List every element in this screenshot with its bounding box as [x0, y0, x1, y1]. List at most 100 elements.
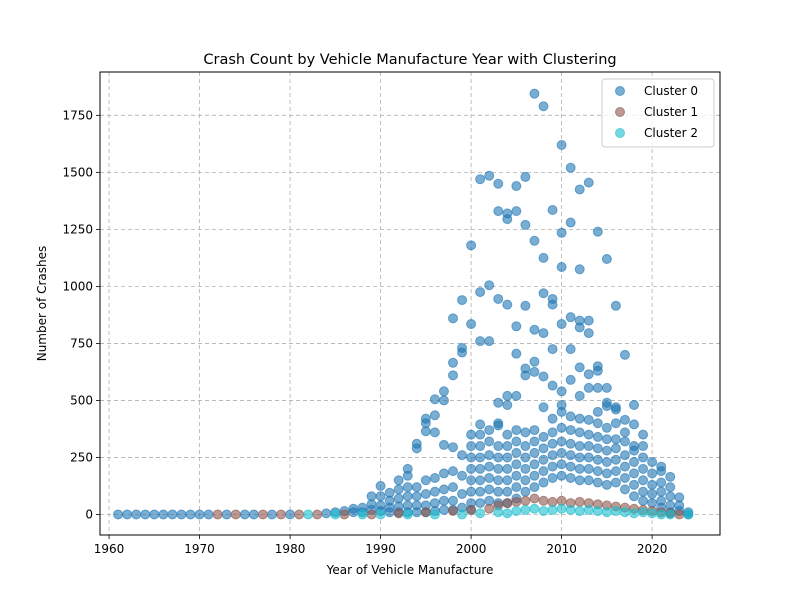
data-point	[592, 477, 603, 488]
data-point	[502, 475, 513, 486]
data-point	[574, 496, 585, 507]
data-point	[583, 177, 594, 188]
data-point	[447, 370, 458, 381]
data-point	[429, 509, 440, 520]
data-point	[538, 495, 549, 506]
data-point	[629, 445, 640, 456]
data-point	[556, 262, 567, 273]
data-point	[529, 425, 540, 436]
data-point	[556, 447, 567, 458]
data-point	[556, 422, 567, 433]
data-point	[484, 461, 495, 472]
chart-title: Crash Count by Vehicle Manufacture Year …	[203, 52, 616, 68]
data-point	[638, 429, 649, 440]
x-tick-label: 1990	[365, 542, 396, 556]
data-point	[574, 506, 585, 517]
data-point	[511, 506, 522, 517]
data-point	[683, 509, 694, 520]
data-point	[610, 418, 621, 429]
data-point	[601, 401, 612, 412]
data-point	[583, 315, 594, 326]
data-point	[429, 486, 440, 497]
data-point	[547, 344, 558, 355]
data-point	[375, 491, 386, 502]
data-point	[475, 441, 486, 452]
y-axis-label: Number of Crashes	[35, 246, 49, 362]
data-point	[574, 463, 585, 474]
data-point	[411, 482, 422, 493]
data-point	[447, 313, 458, 324]
data-point	[475, 429, 486, 440]
data-point	[520, 463, 531, 474]
data-point	[457, 470, 468, 481]
data-point	[647, 479, 658, 490]
data-point	[502, 441, 513, 452]
data-point	[565, 217, 576, 228]
data-point	[457, 347, 468, 358]
data-point	[484, 503, 495, 514]
data-point	[647, 508, 658, 519]
data-point	[466, 486, 477, 497]
data-point	[601, 445, 612, 456]
data-point	[457, 450, 468, 461]
data-point	[149, 509, 160, 520]
data-point	[629, 508, 640, 519]
data-point	[610, 477, 621, 488]
data-point	[565, 450, 576, 461]
legend-marker	[615, 128, 625, 138]
data-point	[629, 399, 640, 410]
data-point	[502, 214, 513, 225]
data-point	[601, 422, 612, 433]
data-point	[629, 491, 640, 502]
data-point	[556, 227, 567, 238]
data-point	[511, 470, 522, 481]
data-point	[629, 457, 640, 468]
legend-marker	[615, 86, 625, 96]
data-point	[610, 300, 621, 311]
data-point	[610, 404, 621, 415]
data-point	[420, 507, 431, 518]
data-point	[574, 413, 585, 424]
data-point	[511, 390, 522, 401]
data-point	[665, 471, 676, 482]
data-point	[520, 486, 531, 497]
data-point	[438, 439, 449, 450]
data-point	[502, 498, 513, 509]
data-point	[592, 418, 603, 429]
data-point	[520, 504, 531, 515]
data-point	[619, 414, 630, 425]
data-point	[565, 411, 576, 422]
data-point	[629, 419, 640, 430]
data-point	[565, 312, 576, 323]
data-point	[547, 299, 558, 310]
data-point	[592, 443, 603, 454]
data-point	[583, 452, 594, 463]
data-point	[348, 507, 359, 518]
data-point	[493, 441, 504, 452]
x-tick-label: 1970	[184, 542, 215, 556]
data-point	[447, 466, 458, 477]
data-point	[230, 509, 241, 520]
data-point	[466, 475, 477, 486]
data-point	[447, 357, 458, 368]
data-point	[520, 171, 531, 182]
series-cluster-0	[113, 88, 694, 520]
data-point	[629, 479, 640, 490]
data-point	[529, 470, 540, 481]
data-point	[520, 475, 531, 486]
data-point	[420, 475, 431, 486]
x-axis-ticks: 1960 1970 1980 1990 2000 2010 2020	[94, 535, 667, 556]
data-point	[656, 486, 667, 497]
data-point	[493, 420, 504, 431]
data-point	[330, 509, 341, 520]
data-point	[312, 509, 323, 520]
data-point	[556, 470, 567, 481]
data-point	[619, 472, 630, 483]
data-point	[619, 507, 630, 518]
data-point	[438, 468, 449, 479]
data-point	[266, 509, 277, 520]
data-point	[529, 235, 540, 246]
data-point	[475, 486, 486, 497]
y-tick-label: 1250	[62, 222, 93, 236]
data-point	[665, 482, 676, 493]
